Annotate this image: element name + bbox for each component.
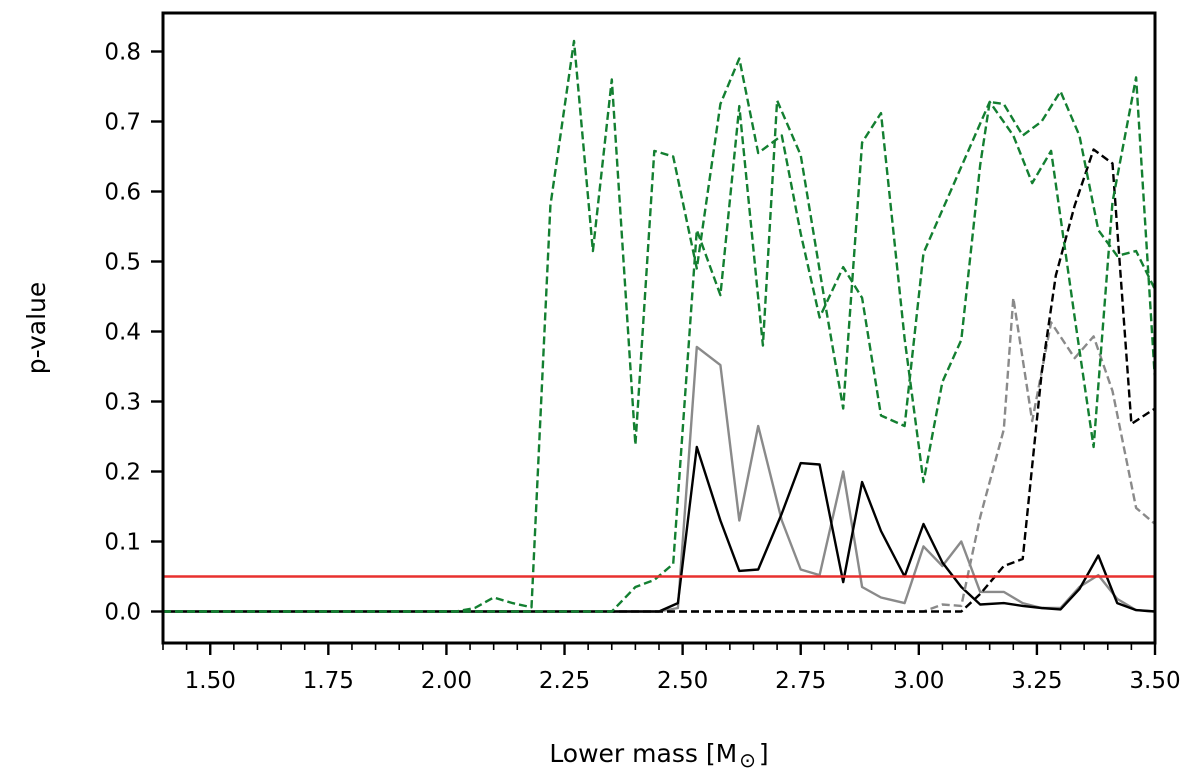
- x-axis-label-suffix: ]: [759, 739, 769, 768]
- series-line-2: [163, 445, 1155, 613]
- x-tick-label: 3.00: [893, 668, 944, 694]
- y-tick-label: 0.4: [104, 320, 141, 346]
- series-layer: [163, 39, 1155, 613]
- y-tick-label: 0.3: [104, 390, 141, 416]
- axis-ticks: 1.50 1.75 2.00 2.25 2.50 2.75 3.00 3.25 3.50 0.0 0…: [104, 40, 1180, 695]
- series-line-1: [163, 345, 1155, 613]
- series-line-3: [163, 296, 1155, 613]
- x-tick-label: 3.50: [1129, 668, 1180, 694]
- y-tick-label: 0.7: [104, 110, 141, 136]
- solar-symbol: ⊙: [739, 748, 756, 772]
- y-tick-label: 0.6: [104, 180, 141, 206]
- x-tick-label: 2.25: [539, 668, 590, 694]
- y-tick-label: 0.5: [104, 250, 141, 276]
- series-line-5: [163, 90, 1155, 613]
- x-tick-label: 3.25: [1011, 668, 1062, 694]
- y-tick-label: 0.1: [104, 530, 141, 556]
- x-tick-label: 2.50: [657, 668, 708, 694]
- x-tick-label: 2.75: [775, 668, 826, 694]
- y-tick-label: 0.2: [104, 460, 141, 486]
- y-tick-label: 0.0: [104, 600, 141, 626]
- y-tick-label: 0.8: [104, 40, 141, 66]
- series-line-4: [163, 148, 1155, 613]
- x-tick-label: 2.00: [421, 668, 472, 694]
- x-tick-label: 1.75: [303, 668, 354, 694]
- x-axis-label-text: Lower mass [M: [549, 739, 737, 768]
- x-axis-label: Lower mass [M ⊙]: [549, 739, 768, 772]
- x-tick-label: 1.50: [185, 668, 236, 694]
- series-line-6: [163, 39, 1155, 613]
- y-axis-label: p-value: [22, 282, 51, 375]
